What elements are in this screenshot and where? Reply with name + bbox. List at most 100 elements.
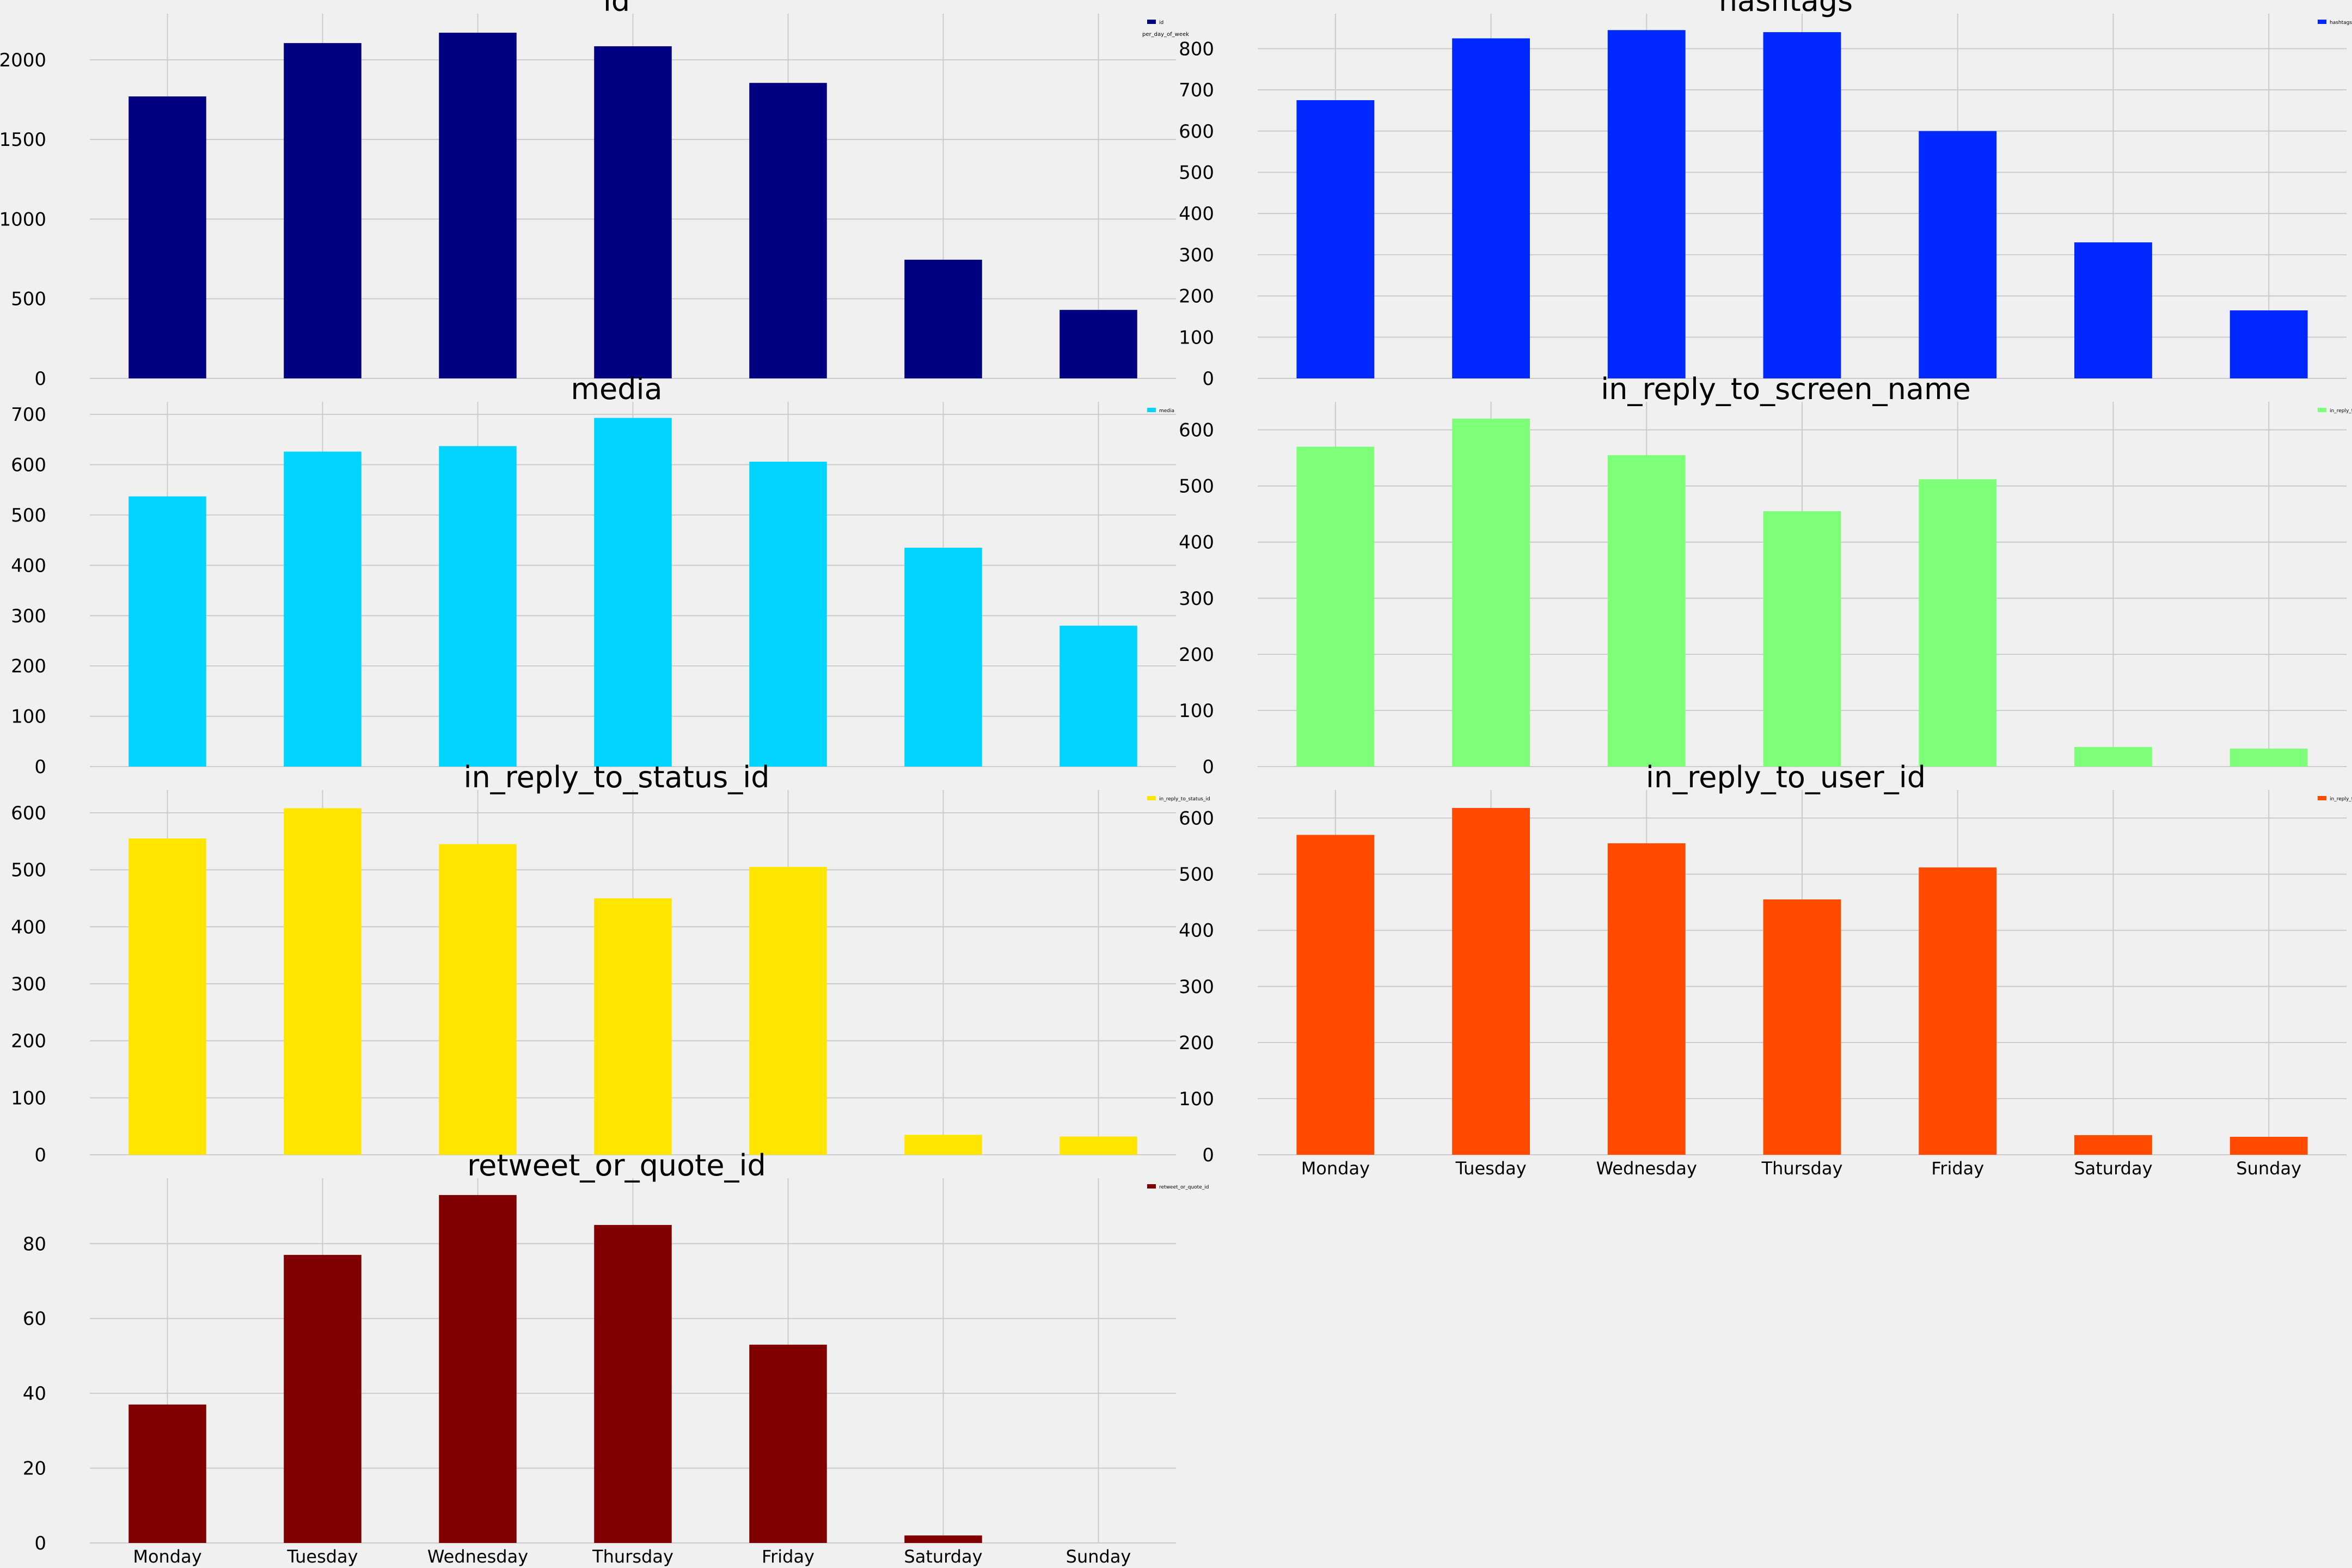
y-tick-label: 300 <box>1179 588 1214 610</box>
y-tick-label: 600 <box>11 455 46 476</box>
y-tick-label: 0 <box>1202 756 1214 778</box>
y-tick-label: 60 <box>23 1308 46 1330</box>
y-tick-label: 200 <box>11 656 46 677</box>
bar-monday <box>1296 835 1375 1155</box>
subplot-retweet-or-quote-id: 0 20 40 60 80 Monday Tuesday Wednesday Thursday F… <box>23 1148 1209 1567</box>
legend-label: id <box>1159 20 1163 26</box>
subplot-title: id <box>603 0 630 18</box>
bar-monday <box>1296 446 1375 767</box>
bar-thursday <box>1763 511 1841 767</box>
y-tick-label: 500 <box>1179 162 1214 183</box>
y-tick-label: 200 <box>1179 1032 1214 1054</box>
y-tick-label: 400 <box>11 555 46 577</box>
legend-label: hashtags <box>2330 20 2352 26</box>
x-tick-label: Friday <box>1931 1158 1984 1179</box>
y-tick-label: 40 <box>23 1383 46 1405</box>
y-tick-label: 200 <box>1179 644 1214 666</box>
bar-thursday <box>594 898 672 1155</box>
y-tick-label: 500 <box>11 289 46 310</box>
x-tick-label: Friday <box>762 1546 814 1567</box>
bar-wednesday <box>439 844 517 1155</box>
y-tick-label: 100 <box>1179 327 1214 348</box>
x-tick-label: Tuesday <box>1455 1158 1526 1179</box>
x-tick-label: Saturday <box>904 1546 982 1567</box>
y-tick-label: 600 <box>1179 808 1214 830</box>
y-tick-label: 500 <box>1179 476 1214 498</box>
bar-sunday <box>1059 1136 1137 1155</box>
subplot-title: in_reply_to_screen_name <box>1601 372 1971 406</box>
y-tick-label: 300 <box>1179 976 1214 998</box>
y-tick-label: 600 <box>1179 420 1214 442</box>
x-tick-label: Monday <box>1301 1158 1370 1179</box>
bar-wednesday <box>1607 30 1686 379</box>
x-tick-label: Tuesday <box>286 1546 358 1567</box>
legend-swatch <box>1147 408 1156 412</box>
y-tick-label: 0 <box>34 756 46 778</box>
bar-thursday <box>594 418 672 767</box>
bar-monday <box>128 1404 206 1543</box>
bar-saturday <box>2074 746 2152 767</box>
bar-wednesday <box>439 1195 517 1543</box>
bar-tuesday <box>284 1254 362 1543</box>
bar-monday <box>128 96 206 378</box>
bar-sunday <box>2230 749 2308 767</box>
legend-label: in_reply_to_screen_name <box>2330 408 2352 414</box>
y-tick-label: 200 <box>11 1031 46 1052</box>
bar-friday <box>749 1344 827 1543</box>
bar-friday <box>1919 867 1997 1155</box>
bar-saturday <box>2074 242 2152 378</box>
subplot-in-reply-to-screen-name: 0 100 200 300 400 500 600 in_reply_to_screen_na… <box>1179 372 2352 778</box>
bar-tuesday <box>1452 38 1530 379</box>
legend-label: retweet_or_quote_id <box>1159 1185 1209 1190</box>
legend-swatch <box>1147 796 1156 800</box>
y-tick-label: 20 <box>23 1458 46 1480</box>
y-tick-label: 300 <box>1179 244 1214 266</box>
bar-friday <box>749 867 827 1155</box>
y-tick-label: 80 <box>23 1233 46 1255</box>
y-tick-label: 2000 <box>0 50 46 71</box>
y-tick-label: 0 <box>1202 1144 1214 1166</box>
x-tick-label: Thursday <box>1761 1158 1843 1179</box>
legend-swatch <box>1147 1184 1156 1189</box>
x-tick-label: Saturday <box>2074 1158 2152 1179</box>
x-tick-label: Sunday <box>1066 1546 1131 1567</box>
y-tick-label: 800 <box>1179 38 1214 60</box>
y-tick-label: 0 <box>34 1533 46 1554</box>
legend: media <box>1147 408 1174 414</box>
y-tick-label: 0 <box>34 368 46 390</box>
y-tick-label: 0 <box>34 1144 46 1166</box>
subplot-title: in_reply_to_status_id <box>463 760 769 794</box>
bar-saturday <box>904 1535 982 1543</box>
bar-thursday <box>1763 899 1841 1155</box>
y-tick-label: 500 <box>11 505 46 526</box>
bar-tuesday <box>1452 807 1530 1155</box>
legend-title: per_day_of_week <box>1142 32 1189 38</box>
bar-friday <box>1919 131 1997 379</box>
y-tick-label: 300 <box>11 605 46 627</box>
legend-swatch <box>2318 20 2326 24</box>
legend: retweet_or_quote_id <box>1147 1184 1209 1190</box>
bar-wednesday <box>439 446 517 767</box>
y-tick-label: 100 <box>1179 700 1214 722</box>
y-tick-label: 700 <box>11 404 46 426</box>
subplot-title: hashtags <box>1719 0 1853 18</box>
y-tick-label: 500 <box>11 860 46 881</box>
legend-swatch <box>2318 408 2326 412</box>
y-tick-label: 200 <box>1179 286 1214 308</box>
subplot-hashtags: 0 100 200 300 400 500 600 700 800 hashtags hashtag… <box>1179 0 2352 390</box>
legend: in_reply_to_status_id <box>1147 796 1210 802</box>
legend-swatch <box>1147 20 1156 24</box>
bar-tuesday <box>1452 418 1530 767</box>
y-tick-label: 400 <box>1179 532 1214 554</box>
legend: id per_day_of_week <box>1142 20 1189 38</box>
y-tick-label: 600 <box>11 803 46 824</box>
subplot-title: retweet_or_quote_id <box>467 1148 766 1183</box>
bar-sunday <box>2230 310 2308 378</box>
bar-friday <box>749 461 827 767</box>
bar-saturday <box>904 548 982 767</box>
bar-tuesday <box>284 808 362 1155</box>
y-tick-label: 700 <box>1179 79 1214 101</box>
subplot-in-reply-to-user-id: 0 100 200 300 400 500 600 Monday Tuesday Wednesda… <box>1179 760 2352 1179</box>
bar-monday <box>1296 100 1375 379</box>
